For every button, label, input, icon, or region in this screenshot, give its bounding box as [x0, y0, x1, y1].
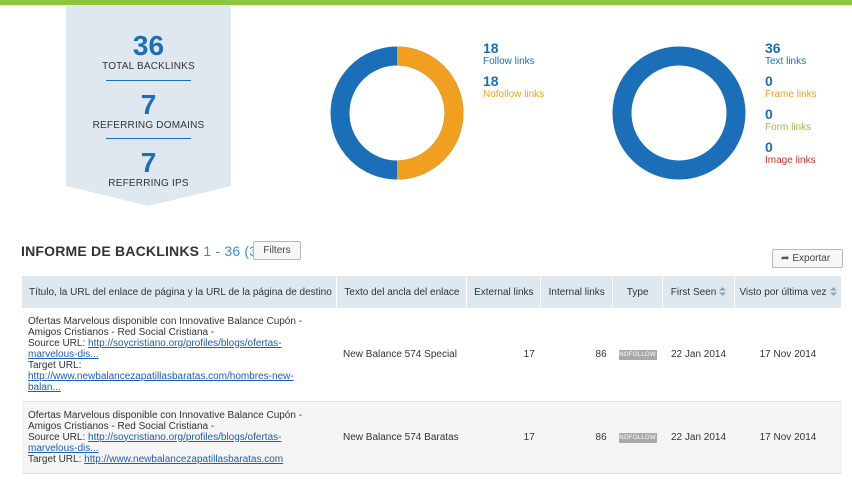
target-url-link[interactable]: http://www.newbalancezapatillasbaratas.c… — [28, 370, 294, 382]
nofollow-badge: NOFOLLOW — [618, 433, 657, 443]
nofollow-label[interactable]: Nofollow links — [483, 89, 545, 100]
export-button[interactable]: ➦ Exportar — [772, 249, 843, 268]
ribbon-background — [66, 6, 231, 206]
link-type-legend: 36 Text links 0 Frame links 0 Form links… — [765, 41, 817, 173]
first-seen-cell: 22 Jan 2014 — [662, 401, 735, 474]
referring-domains-metric: 7 REFERRING DOMAINS — [66, 89, 231, 132]
source-url-link[interactable]: http://soycristiano.org/profiles/blogs/o… — [88, 337, 282, 349]
first-seen-cell: 22 Jan 2014 — [662, 308, 735, 402]
header-title: Título, la URL del enlace de página y la… — [22, 276, 338, 308]
referring-ips-label: REFERRING IPS — [108, 178, 189, 189]
table-row: Ofertas Marvelous disponible con Innovat… — [22, 401, 842, 474]
image-links-count: 0 — [765, 139, 773, 155]
referring-ips-value: 7 — [140, 147, 157, 178]
page-title-line: Amigos Cristianos - Red Social Cristiana… — [28, 420, 215, 432]
nofollow-badge: NOFOLLOW — [618, 350, 657, 361]
table-row: Ofertas Marvelous disponible con Innovat… — [22, 308, 842, 402]
total-backlinks-metric: 36 TOTAL BACKLINKS — [66, 30, 231, 73]
type-cell: NOFOLLOW — [612, 401, 663, 474]
top-divider — [0, 5, 852, 6]
image-links-label[interactable]: Image links — [765, 155, 816, 166]
header-external: External links — [466, 276, 542, 308]
follow-label[interactable]: Follow links — [483, 56, 535, 67]
target-url-link[interactable]: balan... — [28, 381, 61, 393]
target-url-label: Target URL: — [28, 359, 82, 371]
internal-links-cell: 86 — [540, 308, 613, 402]
page-title-line: Ofertas Marvelous disponible con Innovat… — [28, 409, 303, 421]
follow-nofollow-donut — [330, 46, 464, 180]
anchor-cell: New Balance 574 Special — [336, 308, 467, 402]
target-url-line: http://www.newbalancezapatillasbaratas.c… — [28, 371, 333, 382]
sort-icon[interactable] — [829, 287, 837, 297]
metric-divider — [106, 138, 191, 139]
form-links-label[interactable]: Form links — [765, 122, 812, 133]
external-links-cell: 17 — [466, 401, 541, 474]
referring-domains-value: 7 — [140, 89, 157, 120]
text-links-slice — [612, 46, 746, 180]
link-type-donut — [612, 46, 746, 180]
text-links-count: 36 — [765, 40, 781, 56]
source-url-line: Source URL: http://soycristiano.org/prof… — [28, 338, 333, 349]
page-title-line: Amigos Cristianos - Red Social Cristiana… — [28, 326, 215, 338]
form-links-count: 0 — [765, 106, 773, 122]
header-last-seen[interactable]: Visto por última vez — [734, 276, 843, 308]
source-url-link[interactable]: marvelous-dis... — [28, 348, 99, 360]
source-url-line: marvelous-dis... — [28, 443, 333, 454]
anchor-cell: New Balance 574 Baratas — [336, 401, 467, 474]
export-label: Exportar — [792, 253, 831, 264]
follow-count: 18 — [483, 40, 499, 56]
type-cell: NOFOLLOW — [612, 308, 663, 402]
target-url-label: Target URL: — [28, 453, 85, 465]
source-url-label: Source URL: — [28, 337, 89, 349]
header-anchor: Texto del ancla del enlace — [336, 276, 468, 308]
total-backlinks-label: TOTAL BACKLINKS — [102, 61, 195, 72]
text-links-label[interactable]: Text links — [765, 56, 807, 67]
report-title-text: INFORME DE BACKLINKS — [21, 243, 200, 259]
title-cell: Ofertas Marvelous disponible con Innovat… — [22, 308, 337, 402]
source-url-label: Source URL: — [28, 431, 89, 443]
internal-links-cell: 86 — [540, 401, 613, 474]
header-first-seen[interactable]: First Seen — [662, 276, 735, 308]
header-first-seen-label: First Seen — [670, 286, 717, 298]
metric-divider — [106, 80, 191, 81]
frame-links-label[interactable]: Frame links — [765, 89, 817, 100]
referring-domains-label: REFERRING DOMAINS — [92, 120, 205, 131]
source-url-line: Source URL: http://soycristiano.org/prof… — [28, 432, 333, 443]
source-url-link[interactable]: http://soycristiano.org/profiles/blogs/o… — [88, 431, 282, 443]
backlinks-table: Título, la URL del enlace de página y la… — [22, 276, 843, 474]
source-url-link[interactable]: marvelous-dis... — [28, 442, 99, 454]
target-url-line: balan... — [28, 382, 333, 393]
header-last-seen-label: Visto por última vez — [739, 286, 827, 298]
frame-links-count: 0 — [765, 73, 773, 89]
table-header-row: Título, la URL del enlace de página y la… — [22, 276, 843, 308]
page-title-line: Ofertas Marvelous disponible con Innovat… — [28, 315, 303, 327]
target-url-line: Target URL: http://www.newbalancezapatil… — [28, 454, 333, 465]
total-backlinks-value: 36 — [132, 30, 165, 61]
last-seen-cell: 17 Nov 2014 — [734, 308, 842, 402]
referring-ips-metric: 7 REFERRING IPS — [66, 147, 231, 190]
summary-ribbon: 36 TOTAL BACKLINKS 7 REFERRING DOMAINS 7… — [66, 6, 231, 206]
top-accent-bar — [0, 0, 852, 5]
share-arrow-icon: ➦ — [781, 253, 790, 264]
nofollow-slice — [396, 46, 464, 180]
nofollow-count: 18 — [483, 73, 499, 89]
header-internal: Internal links — [540, 276, 614, 308]
target-url-link[interactable]: http://www.newbalancezapatillasbaratas.c… — [84, 453, 284, 465]
header-type: Type — [612, 276, 664, 308]
follow-legend: 18 Follow links 18 Nofollow links — [483, 41, 544, 107]
report-title: INFORME DE BACKLINKS 1 - 36 (36) — [21, 243, 270, 259]
sort-icon[interactable] — [719, 287, 727, 297]
filters-button[interactable]: Filters — [253, 241, 301, 260]
source-url-line: marvelous-dis... — [28, 349, 333, 360]
title-cell: Ofertas Marvelous disponible con Innovat… — [22, 401, 337, 474]
external-links-cell: 17 — [466, 308, 541, 402]
last-seen-cell: 17 Nov 2014 — [734, 401, 842, 474]
